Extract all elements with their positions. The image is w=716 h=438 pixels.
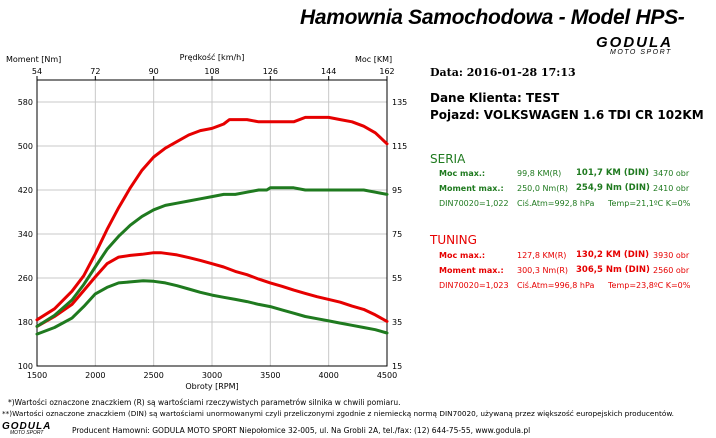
test-date: Data: 2016-01-28 17:13 <box>430 66 576 79</box>
y-right-tick-label: 135 <box>392 98 407 107</box>
seria-torque-din: 254,9 Nm (DIN) <box>576 183 650 193</box>
y-left-tick-label: 420 <box>18 186 33 195</box>
page-title: Hamownia Samochodowa - Model HPS- <box>300 6 685 29</box>
y-left-tick-label: 180 <box>18 318 33 327</box>
footer-logo: GODULA MOTO SPORT <box>2 421 66 437</box>
seria-pressure: Ciś.Atm=992,8 hPa <box>517 199 595 208</box>
tuning-power-line <box>35 115 389 322</box>
tuning-temperature: Temp=23,8ºC K=0% <box>608 281 691 290</box>
tuning-torque-line <box>35 251 389 328</box>
x-tick-label: 2000 <box>85 371 105 380</box>
footer-producer: Producent Hamowni: GODULA MOTO SPORT Nie… <box>72 426 531 435</box>
x-axis-label: Obroty [RPM] <box>185 382 238 391</box>
vehicle-name: Pojazd: VOLKSWAGEN 1.6 TDI CR 102KM <box>430 108 704 122</box>
y-left-tick-label: 100 <box>18 362 33 371</box>
chart-series <box>35 115 389 336</box>
footer-logo-word: GODULA <box>2 421 52 432</box>
x-tick-label: 4000 <box>318 371 338 380</box>
y-right-tick-label: 75 <box>392 230 402 239</box>
x-top-tick-label: 54 <box>32 67 42 76</box>
logo-word: GODULA <box>596 34 673 51</box>
footnote-r: *)Wartości oznaczone znaczkiem (R) są wa… <box>8 398 401 407</box>
seria-torque-label: Moment max.: <box>439 184 504 193</box>
y-right-tick-label: 115 <box>392 142 407 151</box>
y-right-axis-label: Moc [KM] <box>355 55 392 64</box>
x-tick-label: 3000 <box>202 371 222 380</box>
tuning-title: TUNING <box>430 233 477 247</box>
seria-torque-rpm: 2410 obr <box>653 184 690 193</box>
logo-subtitle: MOTO SPORT <box>610 49 672 56</box>
x-top-tick-label: 126 <box>263 67 278 76</box>
y-right-tick-label: 55 <box>392 274 402 283</box>
footnote-din: **)Wartości oznaczone znaczkiem (DIN) są… <box>2 409 674 418</box>
seria-power-rpm: 3470 obr <box>653 169 690 178</box>
seria-power-label: Moc max.: <box>439 169 486 178</box>
footer-logo-sub: MOTO SPORT <box>10 430 44 436</box>
seria-title: SERIA <box>430 152 466 166</box>
tuning-pressure: Ciś.Atm=996,8 hPa <box>517 281 595 290</box>
seria-power-r: 99,8 KM(R) <box>517 169 562 178</box>
x-top-tick-label: 162 <box>379 67 394 76</box>
y-left-axis-label: Moment [Nm] <box>6 55 61 64</box>
x-tick-label: 2500 <box>143 371 163 380</box>
tuning-torque-r: 300,3 Nm(R) <box>517 266 569 275</box>
axis-ticks: 1500 2000 2500 3000 3500 4000 4500 54 72 90 108 126… <box>18 67 408 380</box>
x-top-tick-label: 72 <box>90 67 100 76</box>
x-top-tick-label: 90 <box>149 67 159 76</box>
x-top-axis-label: Prędkość [km/h] <box>180 52 245 62</box>
tuning-torque-din: 306,5 Nm (DIN) <box>576 265 650 275</box>
client-name: Dane Klienta: TEST <box>430 91 560 105</box>
tuning-power-label: Moc max.: <box>439 251 486 260</box>
tuning-power-r: 127,8 KM(R) <box>517 251 567 260</box>
tuning-torque-rpm: 2560 obr <box>653 266 690 275</box>
y-right-tick-label: 15 <box>392 362 402 371</box>
tuning-power-rpm: 3930 obr <box>653 251 690 260</box>
tuning-power-din: 130,2 KM (DIN) <box>576 250 649 260</box>
y-right-tick-label: 35 <box>392 318 402 327</box>
tuning-din-factor: DIN70020=1,023 <box>439 281 509 290</box>
seria-power-line <box>35 186 389 328</box>
godula-logo: GODULA MOTO SPORT <box>596 34 716 64</box>
seria-power-din: 101,7 KM (DIN) <box>576 168 649 178</box>
y-right-tick-label: 95 <box>392 186 402 195</box>
x-top-tick-label: 144 <box>321 67 336 76</box>
y-left-tick-label: 260 <box>18 274 33 283</box>
x-top-tick-label: 108 <box>204 67 219 76</box>
x-tick-label: 4500 <box>377 371 397 380</box>
x-tick-label: 1500 <box>27 371 47 380</box>
seria-temperature: Temp=21,1ºC K=0% <box>608 199 691 208</box>
seria-din-factor: DIN70020=1,022 <box>439 199 509 208</box>
x-tick-label: 3500 <box>260 371 280 380</box>
y-left-tick-label: 500 <box>18 142 33 151</box>
y-left-tick-label: 580 <box>18 98 33 107</box>
tuning-torque-label: Moment max.: <box>439 266 504 275</box>
y-left-tick-label: 340 <box>18 230 33 239</box>
seria-torque-r: 250,0 Nm(R) <box>517 184 569 193</box>
seria-torque-line <box>35 279 389 336</box>
